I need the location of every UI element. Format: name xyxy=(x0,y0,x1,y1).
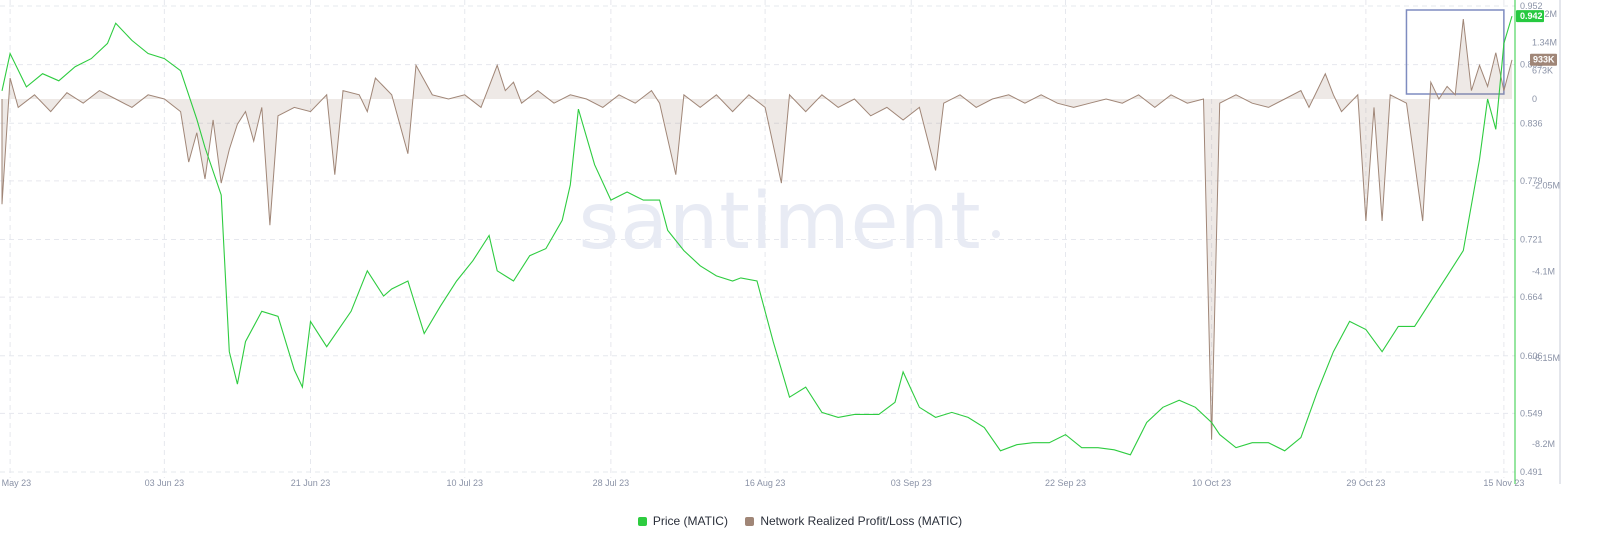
x-tick-label: 22 Sep 23 xyxy=(1045,478,1086,488)
nrpl-tick-label: 673K xyxy=(1532,66,1553,76)
nrpl-axis-ticks: 2.02M 1.34M 673K 0 -2.05M -4.1M -6.15M -8.2M xyxy=(1532,9,1560,449)
nrpl-tick-label: -6.15M xyxy=(1532,353,1560,363)
x-tick-label: 15 Nov 23 xyxy=(1483,478,1524,488)
nrpl-tick-label: -2.05M xyxy=(1532,180,1560,190)
x-tick-label: 10 Oct 23 xyxy=(1192,478,1231,488)
price-tick-label: 0.549 xyxy=(1520,408,1543,418)
grid xyxy=(0,0,1515,478)
x-tick-label: 10 Jul 23 xyxy=(446,478,483,488)
series-layer xyxy=(1,15,1513,456)
price-tick-label: 0.836 xyxy=(1520,118,1543,128)
legend-label-nrpl: Network Realized Profit/Loss (MATIC) xyxy=(760,514,963,528)
price-swatch-icon xyxy=(637,516,647,526)
price-current-label: 0.942 xyxy=(1520,11,1543,21)
current-value-tags: 0.942 933K xyxy=(1516,10,1557,66)
x-tick-label: 29 Oct 23 xyxy=(1346,478,1385,488)
price-tick-label: 0.606 xyxy=(1520,351,1543,361)
x-axis-ticks: 15 May 23 03 Jun 23 21 Jun 23 10 Jul 23 28 J… xyxy=(0,478,1524,488)
nrpl-current-label: 933K xyxy=(1533,55,1555,65)
nrpl-tick-label: -4.1M xyxy=(1532,267,1555,277)
legend-label-price: Price (MATIC) xyxy=(652,514,728,528)
price-current-tag xyxy=(1516,10,1544,23)
x-tick-label: 15 May 23 xyxy=(0,478,31,488)
nrpl-tick-label: -8.2M xyxy=(1532,439,1555,449)
nrpl-tick-label: 0 xyxy=(1532,94,1537,104)
price-tick-label: 0.664 xyxy=(1520,292,1543,302)
x-tick-label: 28 Jul 23 xyxy=(593,478,630,488)
legend: Price (MATIC) Network Realized Profit/Lo… xyxy=(0,514,1600,529)
nrpl-line xyxy=(1,19,1513,440)
x-tick-label: 03 Sep 23 xyxy=(891,478,932,488)
price-tick-label: 0.779 xyxy=(1520,176,1543,186)
price-tick-label: 0.952 xyxy=(1520,1,1543,11)
watermark-dot xyxy=(992,230,1000,238)
nrpl-tick-label: 1.34M xyxy=(1532,38,1557,48)
nrpl-tick-label: 2.02M xyxy=(1532,9,1557,19)
x-tick-label: 03 Jun 23 xyxy=(145,478,185,488)
nrpl-area xyxy=(2,19,1512,440)
x-tick-label: 21 Jun 23 xyxy=(291,478,331,488)
nrpl-swatch-icon xyxy=(745,516,755,526)
x-tick-label: 16 Aug 23 xyxy=(745,478,786,488)
nrpl-current-tag xyxy=(1530,53,1557,66)
price-line xyxy=(1,15,1513,456)
watermark-text: santiment xyxy=(578,177,981,267)
legend-item-price[interactable]: Price (MATIC) xyxy=(637,514,728,528)
price-tick-label: 0.491 xyxy=(1520,467,1543,477)
price-tick-label: 0.721 xyxy=(1520,235,1543,245)
legend-item-nrpl[interactable]: Network Realized Profit/Loss (MATIC) xyxy=(745,514,962,528)
